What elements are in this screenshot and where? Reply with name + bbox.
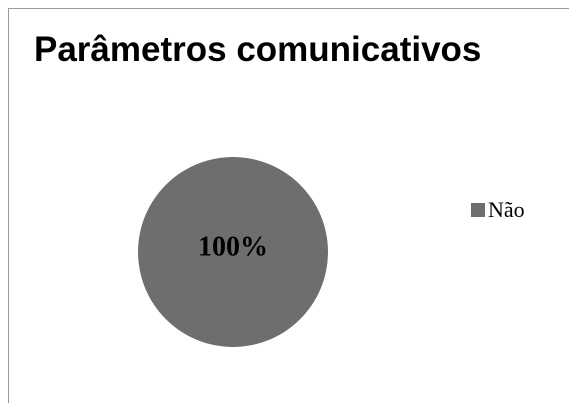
legend-swatch-nao [471, 203, 485, 217]
pie-slices [138, 157, 328, 347]
chart-frame [8, 8, 569, 403]
pie-slice-nao [138, 157, 328, 347]
pie-data-label: 100% [198, 231, 268, 262]
legend: Não [471, 197, 525, 223]
legend-label-nao: Não [488, 197, 525, 222]
chart-title: Parâmetros comunicativos [34, 30, 482, 69]
pie-data-labels: 100% [198, 231, 268, 262]
